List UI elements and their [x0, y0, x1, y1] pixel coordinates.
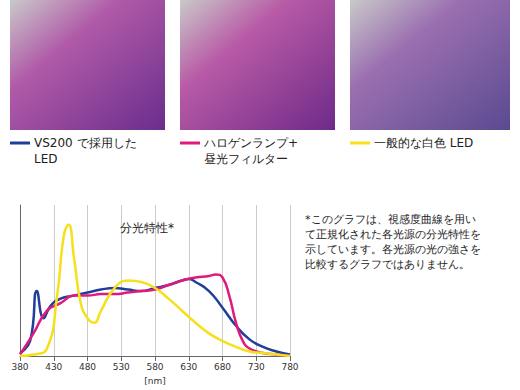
svg-text:580: 580 — [146, 362, 163, 372]
svg-text:*このグラフは、視感度曲線を用い: *このグラフは、視感度曲線を用い — [305, 213, 476, 226]
svg-text:比較するグラフではありません。: 比較するグラフではありません。 — [305, 258, 470, 271]
svg-text:[nm]: [nm] — [144, 376, 166, 386]
svg-text:示しています。各光源の光の強さを: 示しています。各光源の光の強さを — [305, 243, 481, 256]
svg-text:780: 780 — [281, 362, 298, 372]
svg-text:ハロゲンランプ+: ハロゲンランプ+ — [203, 136, 298, 150]
svg-text:430: 430 — [45, 362, 62, 372]
svg-text:LED: LED — [34, 152, 58, 166]
svg-text:630: 630 — [180, 362, 197, 372]
svg-text:昼光フィルター: 昼光フィルター — [204, 152, 288, 166]
svg-text:VS200 で採用した: VS200 で採用した — [34, 136, 137, 150]
svg-text:480: 480 — [79, 362, 96, 372]
svg-text:一般的な白色 LED: 一般的な白色 LED — [374, 136, 473, 150]
svg-text:分光特性*: 分光特性* — [120, 221, 174, 235]
svg-text:530: 530 — [113, 362, 130, 372]
svg-text:680: 680 — [214, 362, 231, 372]
svg-text:730: 730 — [248, 362, 265, 372]
svg-text:380: 380 — [11, 362, 28, 372]
svg-text:て正規化された各光源の分光特性を: て正規化された各光源の分光特性を — [305, 228, 481, 241]
